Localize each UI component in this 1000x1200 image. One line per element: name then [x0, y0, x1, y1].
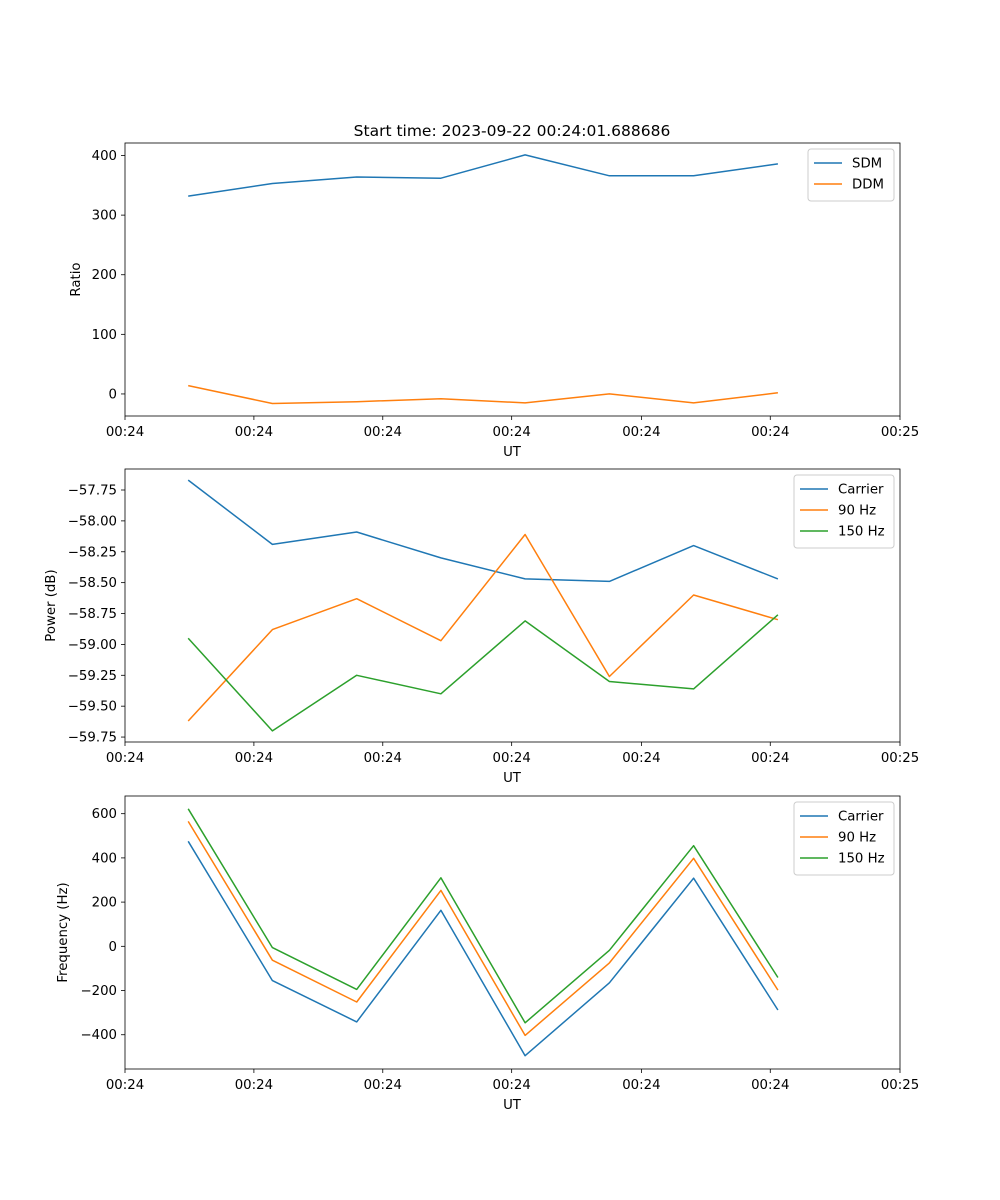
y-tick-label: −59.75: [68, 731, 117, 746]
y-tick-label: 200: [92, 268, 117, 283]
legend-label: 90 Hz: [838, 831, 876, 846]
y-tick-label: −57.75: [68, 484, 117, 499]
y-tick-label: −59.25: [68, 669, 117, 684]
x-tick-label: 00:24: [492, 751, 530, 766]
legend-box: [807, 148, 895, 202]
legend-label: Carrier: [838, 810, 884, 825]
series-line-150-hz: [187, 614, 779, 732]
axes-frame: [124, 795, 901, 1070]
y-tick-label: 0: [109, 387, 117, 402]
y-tick-label: −58.00: [68, 514, 117, 529]
y-tick-label: 400: [92, 149, 117, 164]
legend-label: 150 Hz: [838, 525, 885, 540]
series-line-90-hz: [187, 821, 779, 1037]
x-axis-label: UT: [503, 445, 522, 460]
x-tick-label: 00:24: [106, 751, 144, 766]
legend-box: [793, 474, 895, 549]
series-line-carrier: [187, 479, 779, 583]
x-tick-label: 00:24: [622, 751, 660, 766]
legend-label: DDM: [852, 178, 884, 193]
y-tick-label: −58.25: [68, 545, 117, 560]
y-tick-label: −400: [80, 1028, 117, 1043]
y-tick-label: 600: [92, 807, 117, 822]
x-tick-label: 00:25: [881, 425, 919, 440]
legend-label: 90 Hz: [838, 504, 876, 519]
legend-box: [793, 801, 895, 876]
series-line-ddm: [188, 384, 778, 405]
x-tick-label: 00:24: [235, 425, 273, 440]
legend: Carrier 90 Hz 150 Hz: [793, 474, 895, 549]
x-tick-label: 00:24: [751, 1078, 789, 1093]
x-tick-label: 00:24: [751, 751, 789, 766]
y-axis-label: Ratio: [69, 262, 84, 296]
y-tick-label: 100: [92, 328, 117, 343]
y-tick-label: −58.75: [68, 607, 117, 622]
axes-frame: [124, 468, 901, 743]
legend-label: SDM: [852, 157, 882, 172]
x-tick-label: 00:24: [364, 425, 402, 440]
series-line-90-hz: [187, 533, 779, 722]
series-line-carrier: [187, 840, 779, 1057]
x-tick-label: 00:24: [364, 751, 402, 766]
y-tick-label: 0: [109, 940, 117, 955]
legend: SDM DDM: [807, 148, 895, 202]
subplot-1: 00:24 00:24 00:24 00:24 00:24 00:24 00:25 UT 0 10…: [69, 142, 919, 460]
y-tick-label: 300: [92, 209, 117, 224]
x-tick-label: 00:24: [492, 1078, 530, 1093]
x-tick-label: 00:24: [622, 1078, 660, 1093]
legend-label: 150 Hz: [838, 852, 885, 867]
x-tick-label: 00:24: [751, 425, 789, 440]
y-axis-label: Frequency (Hz): [56, 882, 71, 982]
x-tick-label: 00:25: [881, 751, 919, 766]
y-tick-label: −200: [80, 984, 117, 999]
series-line-150-hz: [187, 808, 779, 1024]
x-tick-label: 00:24: [492, 425, 530, 440]
series-line-sdm: [188, 154, 779, 197]
x-tick-label: 00:24: [364, 1078, 402, 1093]
x-tick-label: 00:24: [622, 425, 660, 440]
legend: Carrier 90 Hz 150 Hz: [793, 801, 895, 876]
x-axis-label: UT: [503, 771, 522, 786]
legend-label: Carrier: [838, 483, 884, 498]
axes-frame: [124, 142, 901, 417]
x-tick-label: 00:24: [235, 1078, 273, 1093]
x-tick-label: 00:24: [106, 1078, 144, 1093]
y-tick-label: 200: [92, 896, 117, 911]
subplot-3: 00:24 00:24 00:24 00:24 00:24 00:24 00:25 UT 600…: [56, 795, 919, 1113]
y-tick-label: −59.00: [68, 638, 117, 653]
x-tick-label: 00:25: [881, 1078, 919, 1093]
y-tick-label: 400: [92, 851, 117, 866]
subplot-2: 00:24 00:24 00:24 00:24 00:24 00:24 00:25 UT −57…: [44, 468, 919, 786]
x-tick-label: 00:24: [235, 751, 273, 766]
y-axis-label: Power (dB): [44, 569, 59, 641]
x-tick-label: 00:24: [106, 425, 144, 440]
y-tick-label: −58.50: [68, 576, 117, 591]
figure-title: Start time: 2023-09-22 00:24:01.688686: [354, 122, 671, 140]
y-tick-label: −59.50: [68, 700, 117, 715]
x-axis-label: UT: [503, 1098, 522, 1113]
